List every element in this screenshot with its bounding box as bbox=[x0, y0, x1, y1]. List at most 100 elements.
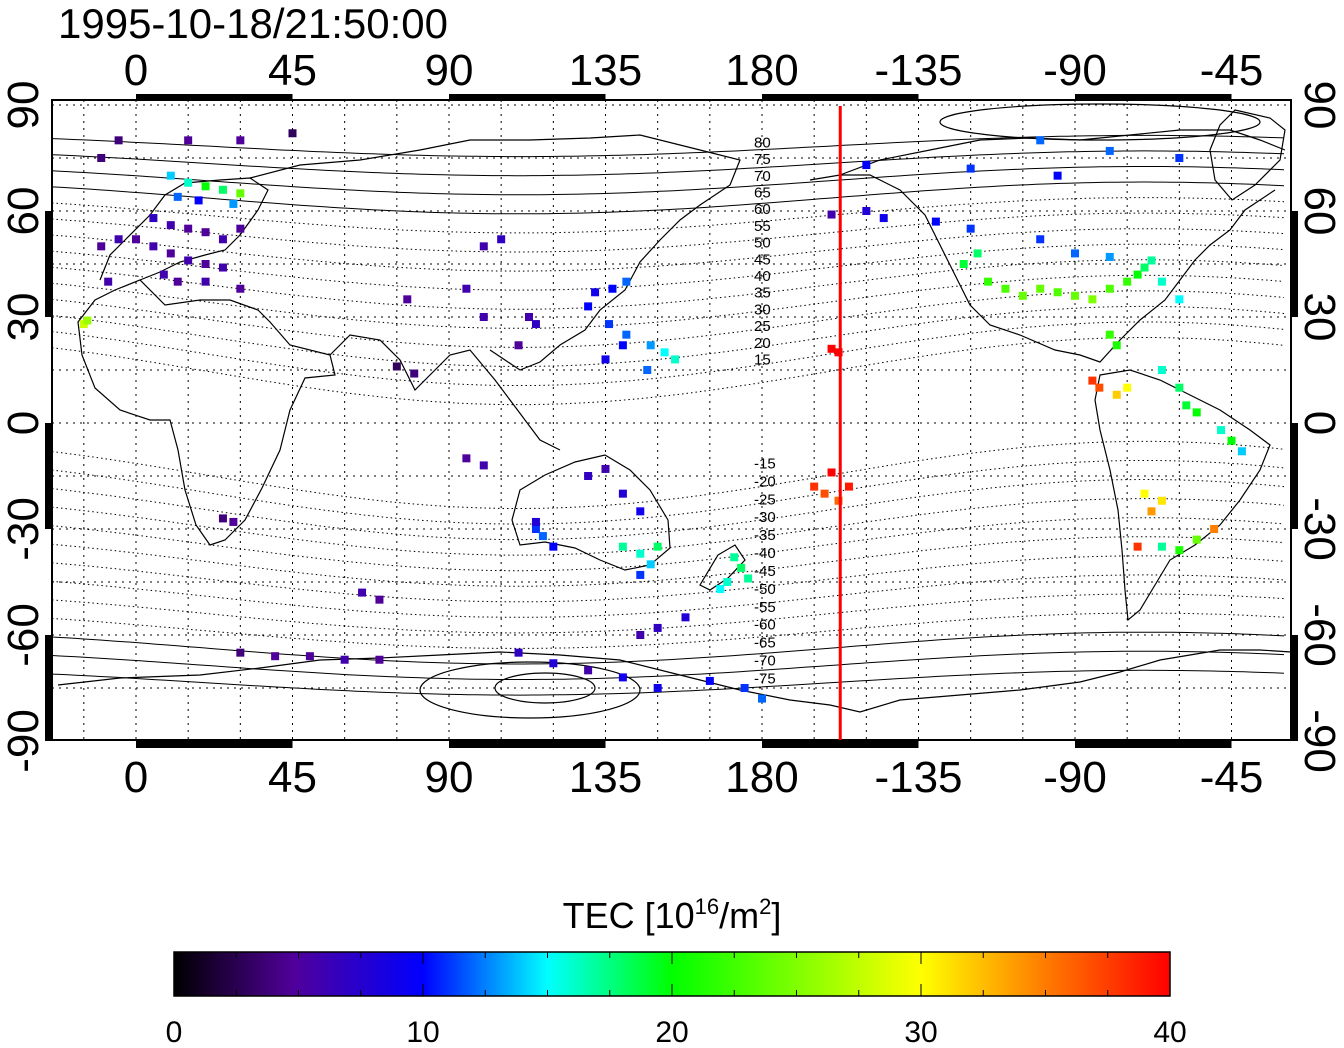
polar-ellipse-south-inner bbox=[494, 672, 596, 704]
tec-data-points bbox=[79, 129, 1246, 703]
mlat-label: 70 bbox=[754, 168, 771, 185]
left-axis-bar bbox=[45, 211, 52, 317]
tec-point bbox=[218, 235, 227, 244]
tec-point bbox=[1053, 171, 1062, 180]
tec-point bbox=[462, 284, 471, 293]
mlat-contour bbox=[52, 197, 1285, 234]
tec-point bbox=[531, 517, 540, 526]
coast-europe-north bbox=[99, 177, 269, 281]
axis-tick-bars bbox=[45, 94, 1298, 748]
top-axis-bar bbox=[449, 94, 606, 101]
lon-tick-top: -135 bbox=[874, 46, 962, 95]
mlat-label: 20 bbox=[754, 335, 771, 352]
lon-tick-bottom: -90 bbox=[1043, 753, 1107, 802]
lon-tick-top: 135 bbox=[569, 46, 642, 95]
tec-point bbox=[1036, 235, 1045, 244]
lon-tick-bottom: 135 bbox=[569, 753, 642, 802]
coastlines bbox=[57, 103, 1291, 719]
tec-point bbox=[1036, 136, 1045, 145]
tec-point bbox=[97, 242, 106, 251]
tec-point bbox=[646, 560, 655, 569]
tec-point bbox=[83, 316, 92, 325]
colorbar-tick-label: 30 bbox=[904, 1016, 937, 1048]
tec-point bbox=[820, 489, 829, 498]
mlat-label: -25 bbox=[754, 491, 776, 508]
tec-point bbox=[737, 563, 746, 572]
mlat-label: 35 bbox=[754, 285, 771, 302]
mlat-label: 55 bbox=[754, 218, 771, 235]
tec-point bbox=[538, 532, 547, 541]
mlat-label: 50 bbox=[754, 235, 771, 252]
mlat-contour bbox=[52, 181, 1285, 215]
tec-point bbox=[643, 366, 652, 374]
longitude-labels-top: 0 45 90 135 180 -135 -90 -45 bbox=[124, 46, 1264, 95]
tec-point bbox=[1123, 383, 1132, 392]
tec-point bbox=[931, 217, 940, 226]
tec-point bbox=[114, 136, 123, 145]
mlat-contour bbox=[52, 574, 1285, 618]
colorbar-ticks: 0 10 20 30 40 bbox=[166, 952, 1187, 1048]
mlat-label: -15 bbox=[754, 455, 776, 472]
tec-point bbox=[524, 313, 533, 321]
polar-ellipse-north bbox=[939, 103, 1261, 141]
mlat-label: 15 bbox=[754, 352, 771, 369]
coast-europe-africa bbox=[77, 279, 336, 546]
coast-greenland bbox=[1209, 109, 1286, 201]
tec-point bbox=[1123, 277, 1132, 286]
tec-point bbox=[966, 224, 975, 233]
mlat-label: -60 bbox=[754, 617, 776, 634]
mlat-contour bbox=[52, 631, 1285, 665]
tec-point bbox=[1157, 277, 1166, 286]
lon-tick-top: 180 bbox=[725, 46, 798, 95]
colorbar-tick-label: 10 bbox=[406, 1016, 439, 1048]
mlat-label: 60 bbox=[754, 201, 771, 218]
tec-point bbox=[132, 235, 140, 244]
tec-point bbox=[618, 542, 627, 551]
tec-point bbox=[1182, 401, 1191, 410]
lat-tick-left: 90 bbox=[0, 81, 48, 130]
tec-point bbox=[340, 655, 349, 664]
tec-point bbox=[218, 514, 227, 523]
lat-tick-right: -90 bbox=[1295, 709, 1344, 773]
mlat-contour bbox=[52, 243, 1285, 291]
lon-tick-bottom: -45 bbox=[1200, 753, 1264, 802]
lon-tick-top: -90 bbox=[1043, 46, 1107, 95]
tec-point bbox=[744, 574, 753, 583]
tec-point bbox=[173, 192, 182, 201]
tec-point bbox=[622, 330, 631, 339]
mlat-contour bbox=[52, 150, 1285, 177]
mlat-label: -65 bbox=[754, 635, 776, 652]
right-axis-bar bbox=[1291, 211, 1298, 317]
lon-tick-bottom: 180 bbox=[725, 753, 798, 802]
tec-point bbox=[410, 369, 419, 378]
colorbar: TEC [1016/m2] 0 10 20 30 40 bbox=[166, 894, 1187, 1048]
mlat-contour bbox=[52, 228, 1285, 272]
tec-point bbox=[604, 320, 613, 329]
tec-point bbox=[514, 648, 523, 657]
coast-antarctica bbox=[57, 649, 1291, 713]
coast-australia bbox=[511, 454, 671, 571]
lon-tick-bottom: 0 bbox=[124, 753, 148, 802]
latitude-labels-right: 90 60 30 0 -30 -60 -90 bbox=[1295, 81, 1344, 773]
lat-tick-right: 0 bbox=[1295, 411, 1344, 435]
tec-point bbox=[479, 242, 488, 251]
tec-point bbox=[740, 684, 749, 692]
tec-point bbox=[497, 235, 506, 244]
left-axis-bar bbox=[45, 423, 52, 529]
tec-point bbox=[723, 578, 732, 586]
lat-tick-left: -30 bbox=[0, 497, 48, 561]
mlat-contour bbox=[52, 517, 1285, 572]
tec-point bbox=[653, 623, 662, 632]
colorbar-title: TEC [1016/m2] bbox=[563, 894, 782, 936]
tec-point bbox=[1157, 542, 1166, 551]
tec-point bbox=[966, 164, 975, 173]
tec-point bbox=[184, 224, 193, 233]
tec-point bbox=[1237, 447, 1246, 456]
tec-point bbox=[681, 613, 690, 622]
mlat-label: 30 bbox=[754, 301, 771, 318]
tec-point bbox=[1018, 291, 1027, 300]
lat-tick-left: 60 bbox=[0, 187, 48, 236]
mlat-contour bbox=[52, 290, 1285, 348]
tec-point bbox=[218, 263, 227, 272]
